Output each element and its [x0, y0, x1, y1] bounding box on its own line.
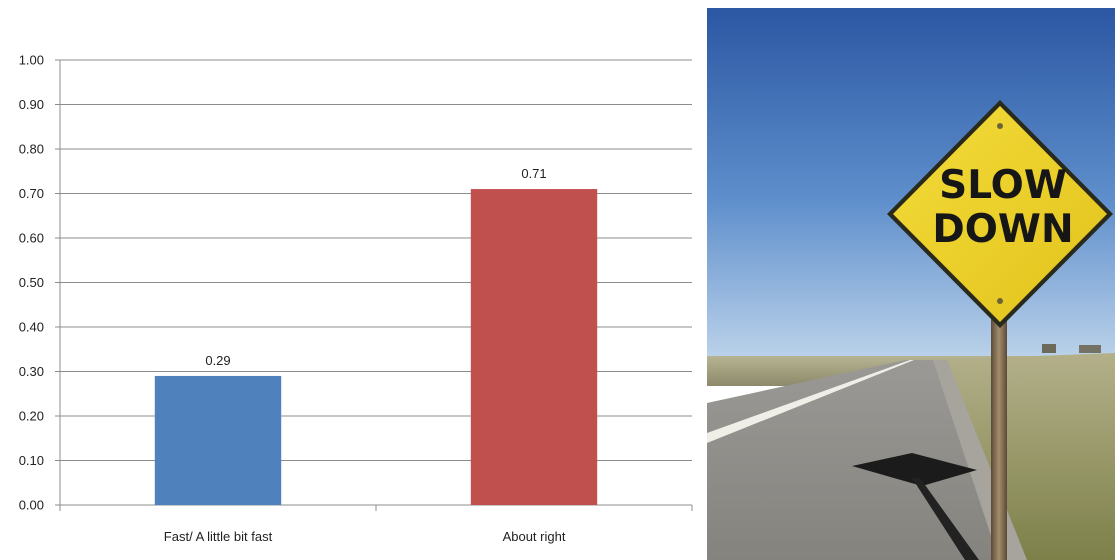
sign-post	[991, 308, 1007, 560]
post-shadow	[912, 478, 979, 560]
y-tick-label: 0.10	[19, 453, 44, 468]
y-tick-label: 0.60	[19, 231, 44, 246]
bar-data-label: 0.29	[205, 353, 230, 368]
y-tick-label: 0.50	[19, 275, 44, 290]
y-tick-label: 0.80	[19, 142, 44, 157]
y-tick-label: 0.70	[19, 186, 44, 201]
road-edge-line	[707, 360, 914, 443]
bar	[470, 189, 598, 506]
y-tick-label: 0.40	[19, 320, 44, 335]
distant-farm	[1042, 344, 1056, 353]
x-category-label: Fast/ A little bit fast	[164, 529, 273, 544]
bar-chart: 0.00 0.10 0.20 0.30 0.40 0.50 0.60 0.70 0.80 0.90…	[19, 53, 693, 544]
sign-line-1: SLOW	[939, 163, 1067, 208]
y-tick-label: 0.90	[19, 97, 44, 112]
sign-face	[893, 106, 1107, 322]
y-tick-label: 0.30	[19, 364, 44, 379]
bar	[154, 375, 282, 505]
right-grass	[933, 353, 1115, 560]
chart-svg: 0.00 0.10 0.20 0.30 0.40 0.50 0.60 0.70 0.80 0.90…	[19, 53, 693, 544]
y-tick-label: 1.00	[19, 53, 44, 68]
bar-data-label: 0.71	[521, 166, 546, 181]
photo-svg: SLOW DOWN	[707, 8, 1115, 560]
sign-shadow	[852, 453, 977, 486]
y-tick-label: 0.20	[19, 409, 44, 424]
sign-line-2: DOWN	[932, 207, 1073, 252]
distant-building	[1079, 345, 1101, 353]
slow-down-sign-photo: SLOW DOWN	[707, 8, 1115, 560]
y-tick-label: 0.00	[19, 498, 44, 513]
sign-bolt-bottom	[997, 298, 1003, 304]
sign-bolt-top	[997, 123, 1003, 129]
x-category-label: About right	[503, 529, 566, 544]
